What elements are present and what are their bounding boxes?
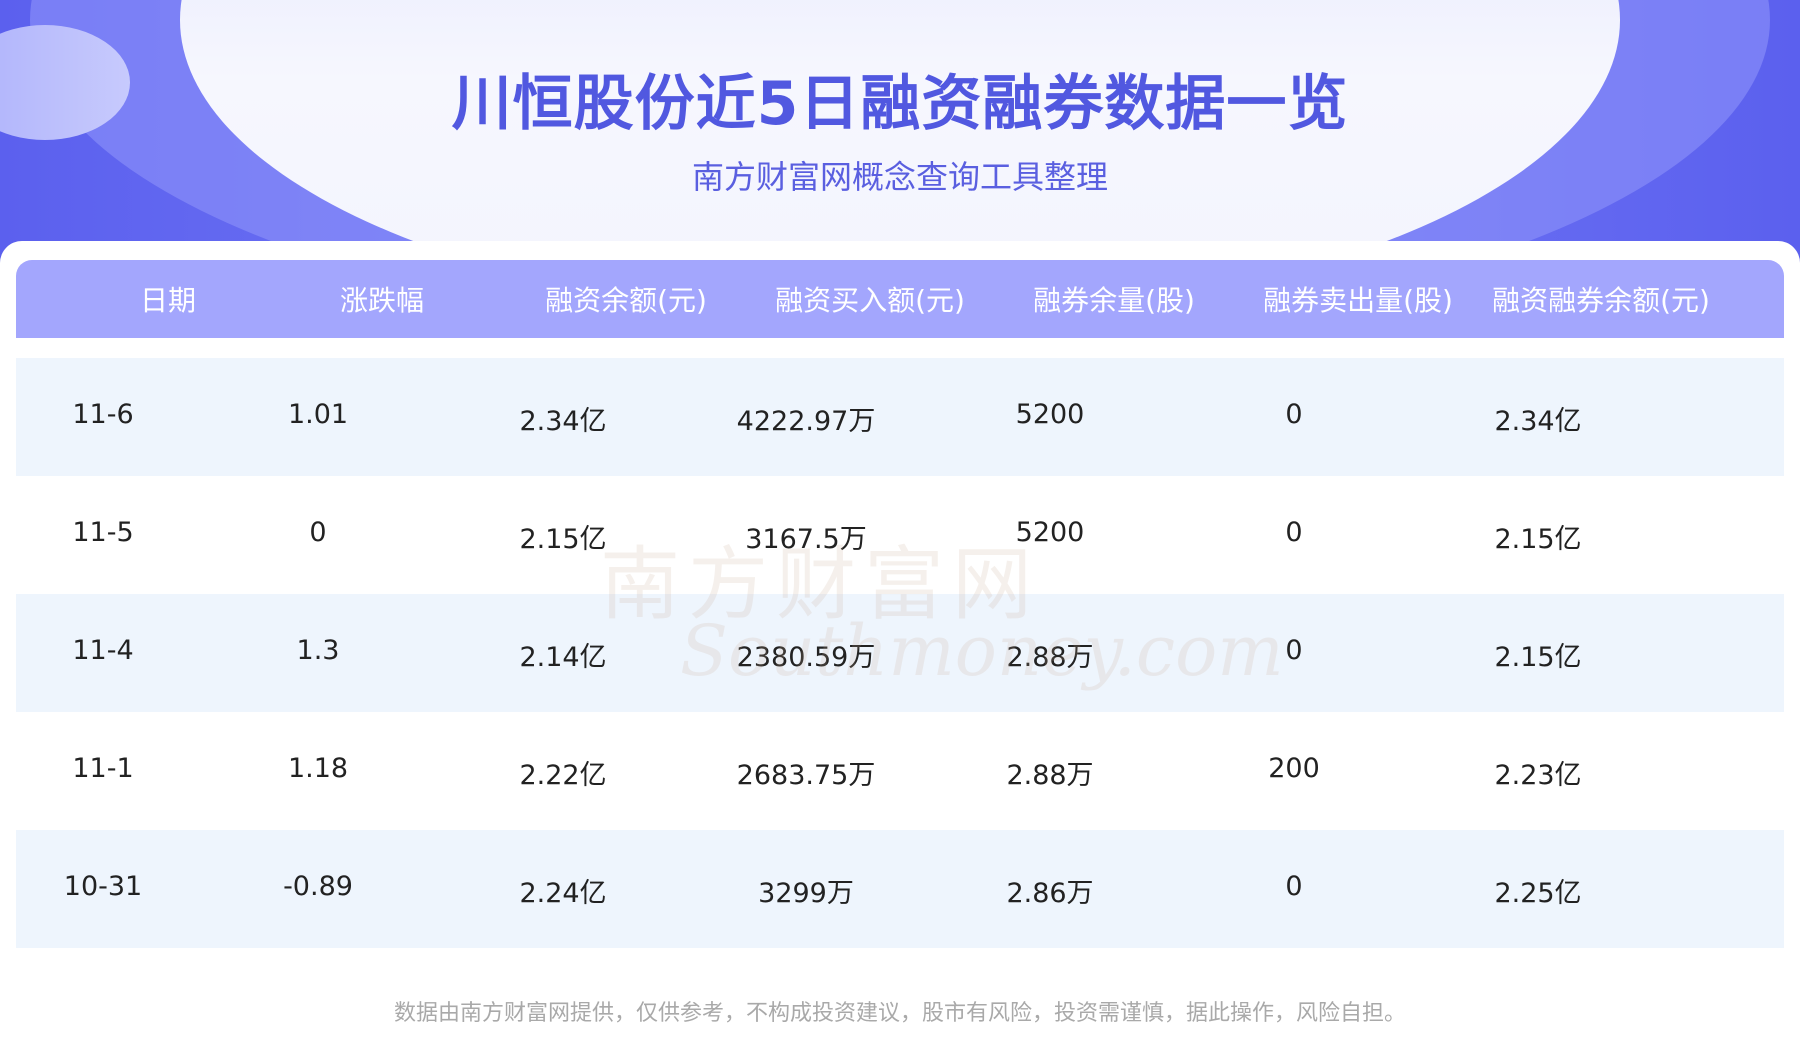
- decor-blob: [0, 25, 130, 140]
- table-cell: 3299万: [758, 878, 854, 909]
- table-cell: 0: [1285, 399, 1303, 430]
- table-cell: 1.3: [296, 635, 340, 666]
- table-cell: 2.88万: [1006, 642, 1094, 673]
- column-header: 融券卖出量(股): [1263, 284, 1453, 317]
- watermark-en: Southmoney.com: [680, 610, 1284, 692]
- table-cell: 0: [1285, 517, 1303, 548]
- table-cell: 200: [1268, 753, 1320, 784]
- column-header: 涨跌幅: [339, 284, 425, 317]
- table-row: 11-5 0 2.15亿 3167.5万 5200 0 2.15亿: [16, 476, 1784, 594]
- table-row: 11-6 1.01 2.34亿 4222.97万 5200 0 2.34亿: [16, 358, 1784, 476]
- table-cell: 2.24亿: [519, 878, 607, 909]
- table-cell: 0: [1285, 635, 1303, 666]
- table-cell: 2.15亿: [519, 524, 607, 555]
- table-cell: 2683.75万: [736, 760, 876, 791]
- column-header: 融券余量(股): [1033, 284, 1195, 317]
- column-header: 融资融券余额(元): [1492, 284, 1710, 317]
- table-header: 日期 涨跌幅 融资余额(元) 融资买入额(元) 融券余量(股) 融券卖出量(股) 融资融券余…: [16, 260, 1784, 338]
- table-cell: 1.01: [287, 399, 349, 430]
- table-cell: 3167.5万: [745, 524, 867, 555]
- disclaimer: 数据由南方财富网提供，仅供参考，不构成投资建议，股市有风险，投资需谨慎，据此操作…: [393, 1001, 1406, 1026]
- table-cell: 2.25亿: [1494, 878, 1582, 909]
- table-cell: 2.15亿: [1494, 642, 1582, 673]
- table-cell: 2.88万: [1006, 760, 1094, 791]
- table-cell: 2380.59万: [736, 642, 876, 673]
- column-header: 融资余额(元): [545, 284, 707, 317]
- table-cell: 5200: [1015, 399, 1085, 430]
- table-cell: 2.34亿: [519, 406, 607, 437]
- table-cell: 1.18: [287, 753, 349, 784]
- table-cell: 11-4: [72, 635, 134, 666]
- table-cell: 5200: [1015, 517, 1085, 548]
- table-cell: 2.14亿: [519, 642, 607, 673]
- column-header: 日期: [139, 284, 197, 317]
- table-cell: 10-31: [63, 871, 143, 902]
- watermark-cn: 南方财富网: [600, 538, 1040, 631]
- table-cell: 2.15亿: [1494, 524, 1582, 555]
- column-header: 融资买入额(元): [775, 284, 965, 317]
- table-row: 10-31 -0.89 2.24亿 3299万 2.86万 0 2.25亿: [16, 830, 1784, 948]
- table-cell: 11-6: [72, 399, 134, 430]
- header-background: [0, 0, 1800, 300]
- table-cell: -0.89: [283, 871, 353, 902]
- table-cell: 0: [1285, 871, 1303, 902]
- page-subtitle: 南方财富网概念查询工具整理: [691, 158, 1108, 196]
- table-row: 11-4 1.3 2.14亿 2380.59万 2.88万 0 2.15亿: [16, 594, 1784, 712]
- table-cell: 11-1: [72, 753, 134, 784]
- table-row: 11-1 1.18 2.22亿 2683.75万 2.88万 200 2.23亿: [16, 712, 1784, 830]
- table-cell: 2.34亿: [1494, 406, 1582, 437]
- table-cell: 11-5: [72, 517, 134, 548]
- page-title: 川恒股份近5日融资融券数据一览: [451, 69, 1349, 139]
- table-cell: 2.23亿: [1494, 760, 1582, 791]
- table-cell: 2.86万: [1006, 878, 1094, 909]
- table-cell: 4222.97万: [736, 406, 876, 437]
- table-cell: 2.22亿: [519, 760, 607, 791]
- table-cell: 0: [309, 517, 327, 548]
